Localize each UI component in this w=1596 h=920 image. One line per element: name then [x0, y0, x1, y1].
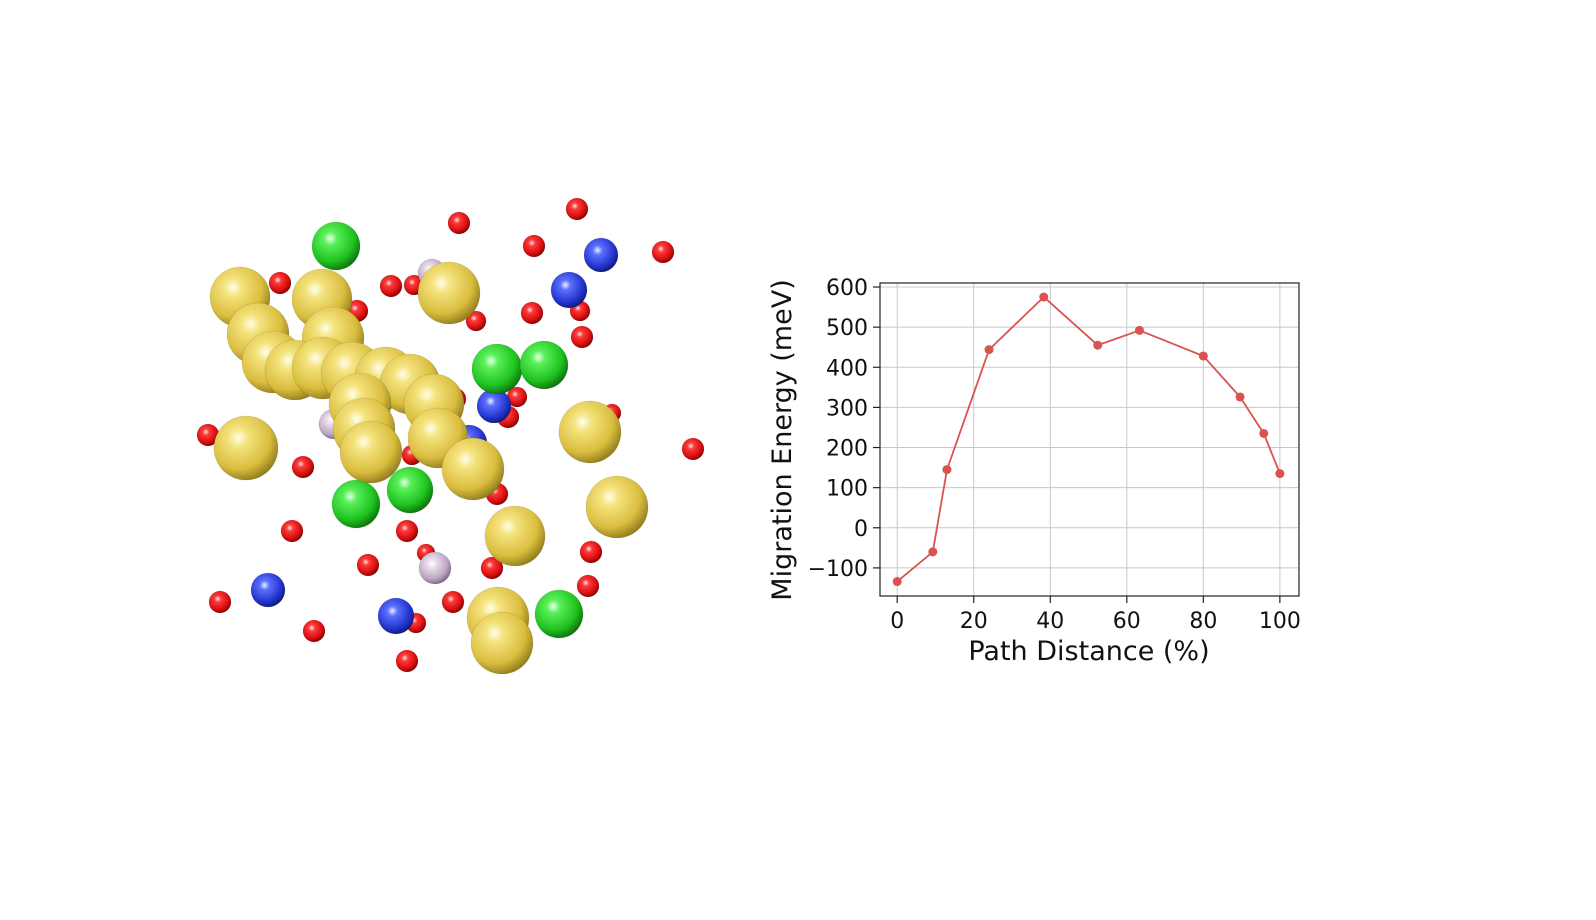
green-atom [331, 479, 381, 529]
y-axis-label: Migration Energy (meV) [767, 279, 798, 600]
red-atom [208, 590, 232, 614]
y-tick-label: 100 [826, 477, 868, 502]
lavender-atom [418, 551, 452, 585]
gold-atom [558, 400, 622, 464]
x-tick-label: 60 [1113, 609, 1141, 634]
gold-atom [441, 437, 505, 501]
x-tick-label: 20 [960, 609, 988, 634]
x-tick-label: 100 [1259, 609, 1301, 634]
plot-frame [879, 282, 1300, 597]
migration-energy-chart: 0 20 40 60 80 100 −100 0 100 200 300 400 500 600 Pat… [767, 276, 1301, 667]
data-point [1275, 469, 1285, 479]
y-tick-label: 0 [854, 517, 868, 542]
red-atom [291, 455, 315, 479]
series-layer [892, 292, 1285, 587]
green-atom [519, 340, 569, 390]
y-axis-ticks: −100 0 100 200 300 400 500 600 [808, 276, 880, 582]
red-atom [681, 437, 705, 461]
data-point [928, 547, 938, 557]
red-atom [651, 240, 675, 264]
red-atom [447, 211, 471, 235]
green-atom [311, 221, 361, 271]
x-tick-label: 40 [1036, 609, 1064, 634]
data-point [892, 577, 902, 587]
blue-atom [250, 572, 286, 608]
blue-atom [583, 237, 619, 273]
data-point [1093, 340, 1103, 350]
data-point [1198, 351, 1208, 361]
data-point [1134, 325, 1144, 335]
data-point [984, 345, 994, 355]
red-atom [465, 310, 487, 332]
red-atom [565, 197, 589, 221]
red-atom [280, 519, 304, 543]
red-atom [570, 325, 594, 349]
data-point [1259, 428, 1269, 438]
red-atom [302, 619, 326, 643]
red-atom [379, 274, 403, 298]
data-point [1235, 392, 1245, 402]
gold-atom [213, 415, 279, 481]
green-atom [534, 589, 584, 639]
red-atom [579, 540, 603, 564]
x-tick-label: 0 [890, 609, 904, 634]
x-tick-label: 80 [1189, 609, 1217, 634]
chart-grid [880, 283, 1299, 596]
x-axis-label: Path Distance (%) [968, 636, 1209, 667]
y-tick-label: 500 [826, 316, 868, 341]
y-tick-label: 600 [826, 276, 868, 301]
gold-atom [585, 475, 649, 539]
red-atom [395, 649, 419, 673]
red-atom [268, 271, 292, 295]
x-axis-ticks: 0 20 40 60 80 100 [890, 596, 1301, 634]
green-atom [386, 466, 434, 514]
y-tick-label: −100 [808, 557, 868, 582]
y-tick-label: 200 [826, 437, 868, 462]
red-atom [356, 553, 380, 577]
red-atom [441, 590, 465, 614]
gold-atom [417, 261, 481, 325]
series-line [896, 295, 1281, 583]
red-atom [395, 519, 419, 543]
blue-atom [377, 597, 415, 635]
gold-atom [339, 420, 403, 484]
gold-atom [484, 505, 546, 567]
y-tick-label: 300 [826, 396, 868, 421]
red-atom [522, 234, 546, 258]
green-atom [471, 343, 523, 395]
red-atom [576, 574, 600, 598]
red-atom [520, 301, 544, 325]
data-point [1039, 292, 1049, 302]
crystal-structure-image [196, 197, 705, 675]
y-tick-label: 400 [826, 356, 868, 381]
data-point [942, 465, 952, 475]
gold-atom [470, 611, 534, 675]
red-atom [480, 556, 504, 580]
blue-atom [550, 271, 588, 309]
